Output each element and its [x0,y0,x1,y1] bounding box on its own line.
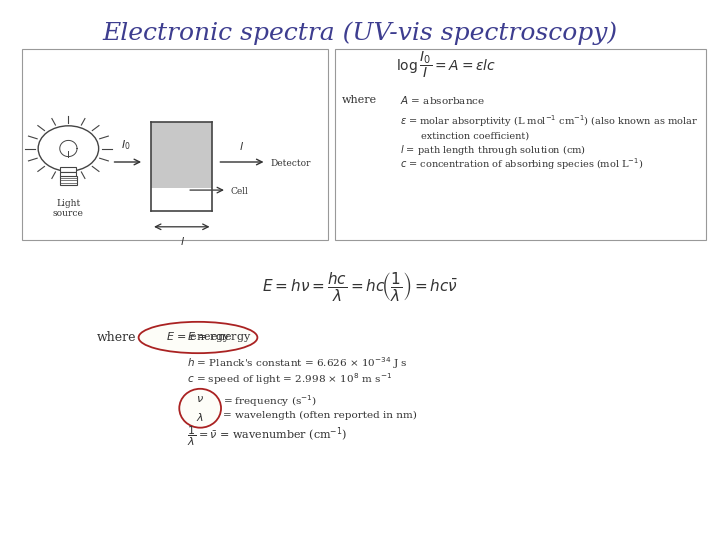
Text: $A$ = absorbance: $A$ = absorbance [400,94,485,106]
Text: $c$ = speed of light = 2.998 × 10$^{8}$ m s$^{-1}$: $c$ = speed of light = 2.998 × 10$^{8}$ … [187,371,392,387]
Text: extinction coefficient): extinction coefficient) [421,132,529,140]
Text: Detector: Detector [270,159,310,167]
Circle shape [38,126,99,171]
Text: $h$ = Planck's constant = 6.626 × 10$^{-34}$ J s: $h$ = Planck's constant = 6.626 × 10$^{-… [187,355,408,371]
FancyBboxPatch shape [60,176,77,185]
Ellipse shape [139,322,258,353]
FancyBboxPatch shape [22,49,328,240]
Text: Electronic spectra (UV-vis spectroscopy): Electronic spectra (UV-vis spectroscopy) [102,22,618,45]
FancyBboxPatch shape [151,122,212,188]
Text: $\dfrac{1}{\lambda} = \bar{\nu}$ = wavenumber (cm$^{-1}$): $\dfrac{1}{\lambda} = \bar{\nu}$ = waven… [187,424,348,448]
Text: = wavelength (often reported in nm): = wavelength (often reported in nm) [223,411,417,420]
Text: $\log\dfrac{I_0}{I} = A = \varepsilon lc$: $\log\dfrac{I_0}{I} = A = \varepsilon lc… [396,50,497,80]
Ellipse shape [179,389,221,428]
Text: $E$ = energy: $E$ = energy [187,330,252,345]
Text: $l$ = path length through solution (cm): $l$ = path length through solution (cm) [400,143,585,157]
Text: $\mathit{I}_0$: $\mathit{I}_0$ [121,138,131,152]
Text: where: where [342,95,377,105]
Text: $\lambda$: $\lambda$ [196,411,204,423]
Text: $E$ = energy: $E$ = energy [166,330,230,345]
FancyBboxPatch shape [60,167,76,172]
Text: Cell: Cell [230,187,248,195]
Text: = frequency (s$^{-1}$): = frequency (s$^{-1}$) [223,393,317,409]
Text: $c$ = concentration of absorbing species (mol L$^{-1}$): $c$ = concentration of absorbing species… [400,156,643,172]
FancyBboxPatch shape [335,49,706,240]
Text: Light
source: Light source [53,199,84,218]
Text: $E = h\nu = \dfrac{hc}{\lambda} = hc\!\left(\dfrac{1}{\lambda}\right) = hc\bar{\: $E = h\nu = \dfrac{hc}{\lambda} = hc\!\l… [262,269,458,303]
Text: $\varepsilon$ = molar absorptivity (L mol$^{-1}$ cm$^{-1}$) (also known as molar: $\varepsilon$ = molar absorptivity (L mo… [400,113,698,130]
Text: $\nu$: $\nu$ [196,394,204,404]
Text: $\mathit{l}$: $\mathit{l}$ [180,235,184,247]
Text: $\mathit{l}$: $\mathit{l}$ [239,140,243,152]
FancyBboxPatch shape [60,172,76,177]
Text: where: where [97,331,137,344]
